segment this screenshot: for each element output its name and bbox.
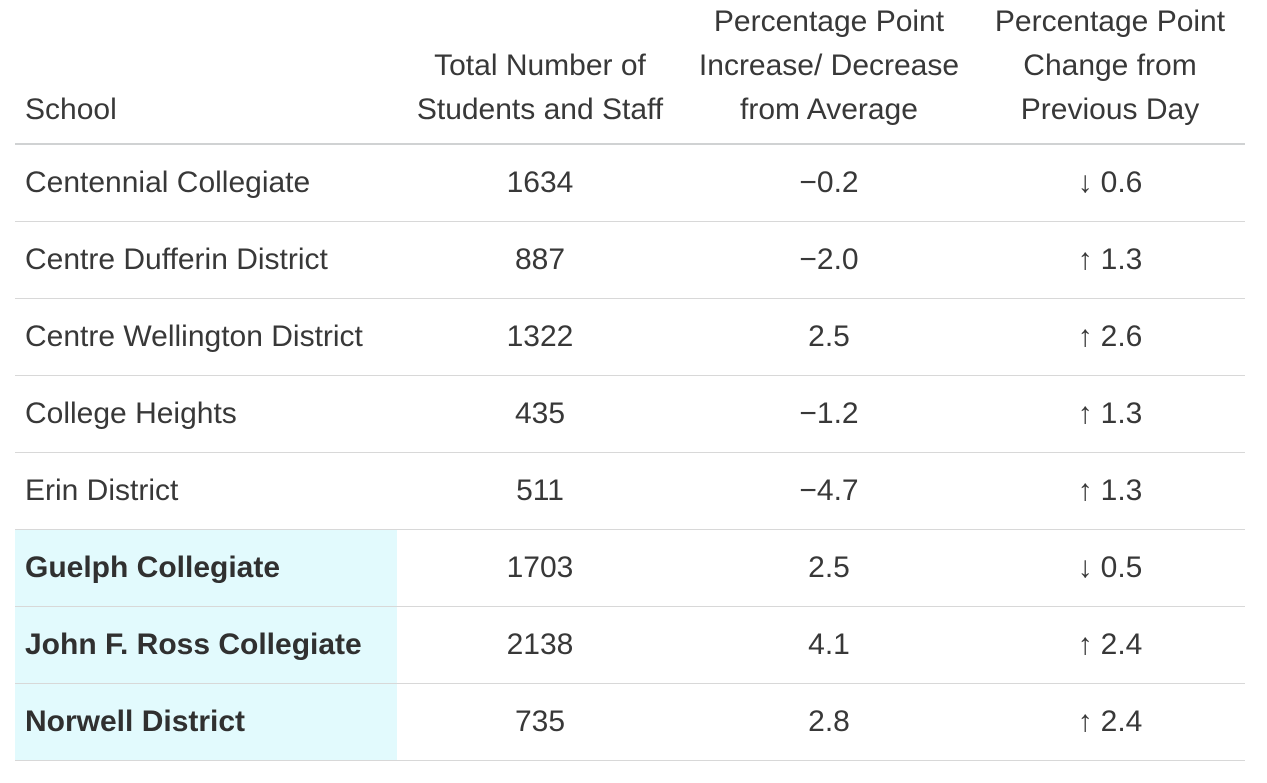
total-cell: 435 <box>397 375 683 453</box>
day-change-value: 2.6 <box>1100 319 1143 353</box>
day-change-cell: ↑ 2.6 <box>975 298 1245 376</box>
total-cell: 735 <box>397 683 683 761</box>
header-pct-point-avg: Percentage Point Increase/ Decrease from… <box>683 0 975 145</box>
table-row: Erin District 511 −4.7 ↑ 1.3 <box>15 452 1245 530</box>
table-body: Centennial Collegiate 1634 −0.2 ↓ 0.6 Cen… <box>15 144 1245 761</box>
school-cell-highlighted: John F. Ross Collegiate <box>15 606 397 684</box>
table-row-highlighted: Guelph Collegiate 1703 2.5 ↓ 0.5 <box>15 529 1245 607</box>
table-row-highlighted: John F. Ross Collegiate 2138 4.1 ↑ 2.4 <box>15 606 1245 684</box>
day-change-cell: ↑ 1.3 <box>975 375 1245 453</box>
day-change-cell: ↑ 1.3 <box>975 452 1245 530</box>
day-change-value: 1.3 <box>1100 473 1143 507</box>
day-change-cell: ↓ 0.5 <box>975 529 1245 607</box>
day-change-value: 0.5 <box>1100 550 1143 584</box>
total-cell: 1703 <box>397 529 683 607</box>
school-cell: Centre Dufferin District <box>15 221 397 299</box>
avg-diff-cell: 2.5 <box>683 529 975 607</box>
table-row: College Heights 435 −1.2 ↑ 1.3 <box>15 375 1245 453</box>
up-arrow-icon: ↑ <box>1077 319 1093 353</box>
down-arrow-icon: ↓ <box>1077 550 1093 584</box>
day-change-value: 0.6 <box>1100 165 1143 199</box>
avg-diff-cell: 2.8 <box>683 683 975 761</box>
total-cell: 1322 <box>397 298 683 376</box>
up-arrow-icon: ↑ <box>1077 396 1093 430</box>
day-change-value: 1.3 <box>1100 242 1143 276</box>
day-change-cell: ↑ 2.4 <box>975 683 1245 761</box>
avg-diff-cell: −2.0 <box>683 221 975 299</box>
day-change-value: 1.3 <box>1100 396 1143 430</box>
table-row: Centre Dufferin District 887 −2.0 ↑ 1.3 <box>15 221 1245 299</box>
avg-diff-cell: 2.5 <box>683 298 975 376</box>
avg-diff-cell: 4.1 <box>683 606 975 684</box>
school-cell-highlighted: Norwell District <box>15 683 397 761</box>
day-change-cell: ↑ 1.3 <box>975 221 1245 299</box>
total-cell: 1634 <box>397 144 683 222</box>
school-cell: College Heights <box>15 375 397 453</box>
header-total-students-staff: Total Number of Students and Staff <box>397 0 683 145</box>
day-change-value: 2.4 <box>1100 627 1143 661</box>
school-cell-highlighted: Guelph Collegiate <box>15 529 397 607</box>
school-cell: Centennial Collegiate <box>15 144 397 222</box>
up-arrow-icon: ↑ <box>1077 242 1093 276</box>
header-row: School Total Number of Students and Staf… <box>15 0 1245 145</box>
day-change-cell: ↓ 0.6 <box>975 144 1245 222</box>
school-cell: Centre Wellington District <box>15 298 397 376</box>
school-cell: Erin District <box>15 452 397 530</box>
up-arrow-icon: ↑ <box>1077 473 1093 507</box>
header-school: School <box>15 0 397 145</box>
school-stats-table: School Total Number of Students and Staf… <box>15 0 1245 761</box>
avg-diff-cell: −4.7 <box>683 452 975 530</box>
up-arrow-icon: ↑ <box>1077 704 1093 738</box>
table-row-highlighted: Norwell District 735 2.8 ↑ 2.4 <box>15 683 1245 761</box>
table-row: Centennial Collegiate 1634 −0.2 ↓ 0.6 <box>15 144 1245 222</box>
day-change-value: 2.4 <box>1100 704 1143 738</box>
table-row: Centre Wellington District 1322 2.5 ↑ 2.6 <box>15 298 1245 376</box>
header-pct-point-prev-day: Percentage Point Change from Previous Da… <box>975 0 1245 145</box>
up-arrow-icon: ↑ <box>1077 627 1093 661</box>
avg-diff-cell: −1.2 <box>683 375 975 453</box>
total-cell: 2138 <box>397 606 683 684</box>
down-arrow-icon: ↓ <box>1077 165 1093 199</box>
day-change-cell: ↑ 2.4 <box>975 606 1245 684</box>
table-header: School Total Number of Students and Staf… <box>15 0 1245 145</box>
total-cell: 511 <box>397 452 683 530</box>
avg-diff-cell: −0.2 <box>683 144 975 222</box>
total-cell: 887 <box>397 221 683 299</box>
